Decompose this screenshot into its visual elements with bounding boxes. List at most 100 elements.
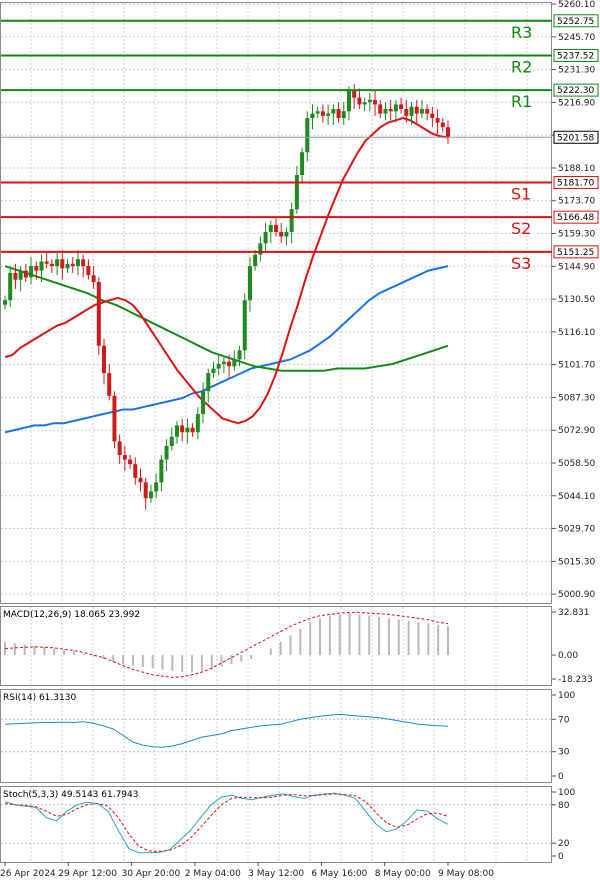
rsi-tick-label: 30: [558, 748, 570, 758]
candle-body: [133, 464, 138, 478]
candle-body: [81, 259, 86, 267]
price-tick-label: 5000.90: [558, 590, 595, 600]
candle-body: [65, 263, 70, 269]
price-tick-label: 5044.10: [558, 492, 595, 502]
candle-body: [34, 266, 39, 271]
candle-body: [289, 209, 294, 232]
panel-frame: [0, 2, 552, 604]
price-tick-label: 5015.30: [558, 557, 595, 567]
stoch-k-line: [4, 792, 449, 854]
rsi-title: RSI(14) 61.3130: [3, 693, 76, 703]
level-tag: [553, 48, 599, 62]
candle-body: [39, 261, 44, 271]
candle-body: [143, 482, 148, 499]
candle-body: [201, 391, 206, 415]
price-tick-label: 5144.90: [558, 262, 595, 272]
candle-body: [367, 99, 372, 103]
candle-body: [430, 113, 435, 119]
current-price-tag: [553, 130, 599, 144]
time-tick-label: 29 Apr 12:00: [58, 869, 117, 879]
candle-body: [18, 270, 23, 280]
candle-body: [122, 455, 127, 460]
level-name-s2: S2: [511, 219, 531, 238]
level-value-r1: 5222.30: [557, 86, 594, 96]
candles: [3, 83, 450, 510]
candle-body: [331, 108, 336, 114]
candle-body: [274, 225, 279, 232]
level-value-r3: 5252.75: [557, 17, 594, 27]
candle-body: [8, 272, 13, 301]
candle-body: [300, 152, 305, 176]
candle-body: [404, 108, 409, 116]
panel-frame: [0, 786, 552, 863]
level-name-r2: R2: [511, 57, 532, 76]
candle-body: [169, 436, 174, 446]
candle-body: [315, 111, 320, 114]
level-value-r2: 5237.52: [557, 51, 594, 61]
candle-body: [326, 113, 331, 116]
candle-body: [346, 90, 351, 112]
rsi-tick-label: 100: [558, 691, 575, 701]
candle-body: [237, 350, 242, 360]
time-axis: 26 Apr 2024 29 Apr 12:00 30 Apr 20:00 2 May…: [0, 862, 494, 879]
candle-body: [263, 231, 268, 244]
candle-body: [70, 263, 75, 267]
candle-body: [227, 361, 232, 367]
candle-body: [216, 363, 221, 369]
macd-title: MACD(12,26,9) 18.065 23.992: [3, 610, 140, 620]
candle-body: [305, 118, 310, 153]
candle-body: [44, 261, 49, 264]
current-price-value: 5201.58: [557, 133, 594, 143]
time-tick-label: 26 Apr 2024: [0, 869, 56, 879]
candle-body: [435, 118, 440, 123]
candle-body: [320, 111, 325, 116]
stoch-tick-label: 0: [558, 852, 564, 862]
candle-body: [138, 477, 143, 483]
ma-fast-line: [4, 117, 449, 425]
price-tick-label: 5245.70: [558, 33, 595, 43]
level-tag: [553, 210, 599, 224]
candle-body: [393, 104, 398, 112]
candle-body: [107, 373, 112, 396]
stoch-panel: Stoch(5,3,3) 49.5143 61.7943 100 80 20 0: [1, 788, 575, 862]
candle-body: [154, 482, 159, 492]
price-tick-label: 5072.90: [558, 426, 595, 436]
candle-body: [91, 275, 96, 283]
candle-body: [164, 445, 169, 460]
macd-panel: MACD(12,26,9) 18.065 23.992 32.831 0.00 -18…: [3, 608, 593, 685]
time-tick-label: 2 May 04:00: [185, 869, 241, 879]
candle-body: [232, 359, 237, 367]
pivot-levels: R3 5252.75 R2 5237.52 R1 5222.30 S1 5181.70 S2 51…: [1, 14, 599, 273]
candle-body: [23, 270, 28, 278]
price-tick-label: 5058.50: [558, 459, 595, 469]
candle-body: [3, 300, 7, 305]
rsi-tick-label: 70: [558, 715, 570, 725]
candle-body: [425, 108, 430, 114]
level-tag: [553, 245, 599, 259]
candle-body: [388, 108, 393, 112]
rsi-panel: RSI(14) 61.3130 100 70 30 0: [1, 691, 575, 782]
panel-frame: [0, 606, 552, 686]
candle-body: [268, 225, 273, 232]
level-name-s1: S1: [511, 185, 531, 204]
candle-body: [383, 108, 388, 114]
candle-body: [419, 108, 424, 114]
candle-body: [128, 459, 133, 465]
stoch-tick-label: 100: [558, 788, 575, 798]
candle-body: [55, 259, 60, 267]
vertical-grid: [30, 3, 528, 862]
price-tick-label: 5188.10: [558, 164, 595, 174]
ma-mid-line: [4, 265, 449, 434]
panel-frame: [0, 689, 552, 783]
price-tick-label: 5231.30: [558, 66, 595, 76]
candle-body: [242, 300, 247, 351]
candle-body: [341, 111, 346, 119]
candle-body: [378, 104, 383, 114]
candle-body: [310, 113, 315, 119]
price-tick-label: 5260.10: [558, 0, 595, 10]
macd-tick-label: 32.831: [558, 608, 590, 618]
candle-body: [373, 99, 378, 105]
candle-body: [336, 108, 341, 119]
price-tick-label: 5173.70: [558, 197, 595, 207]
